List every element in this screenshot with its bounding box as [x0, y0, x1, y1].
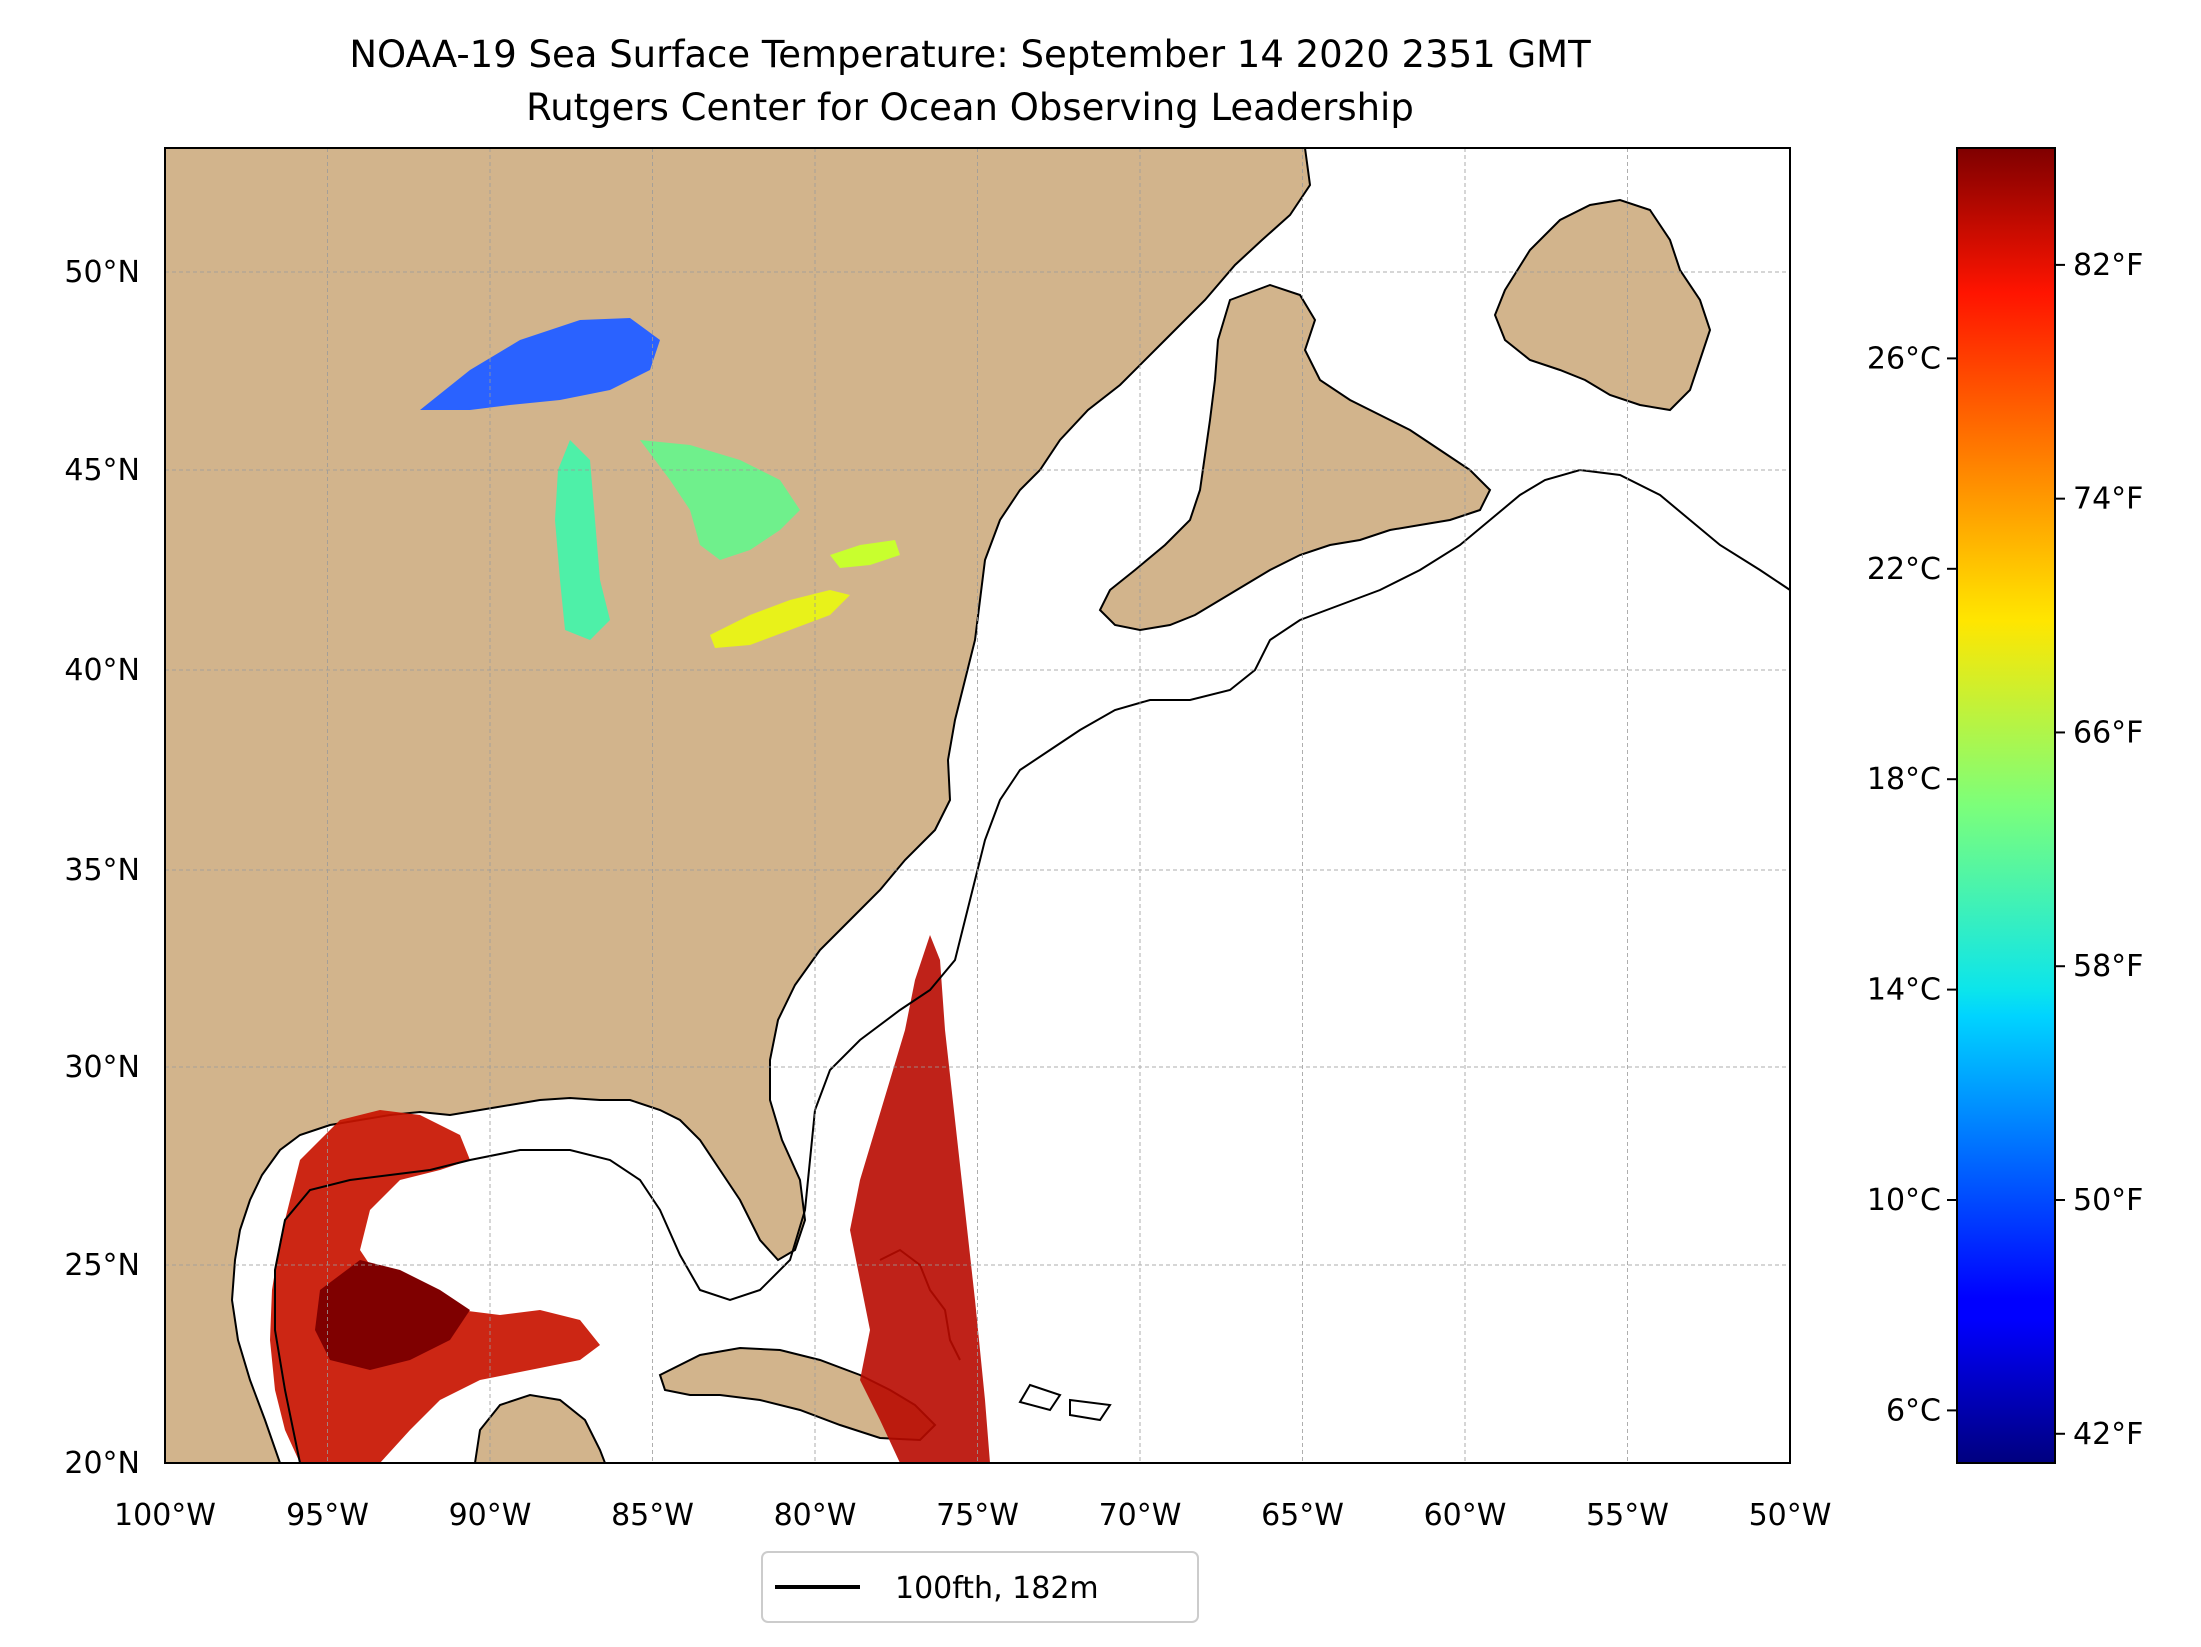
colorbar-celsius-label: 22°C [1867, 552, 1941, 587]
lon-tick-label: 100°W [114, 1498, 216, 1533]
colorbar-celsius-label: 14°C [1867, 973, 1941, 1008]
atlantic-sst-strip [850, 935, 990, 1463]
isobath-100fth [274, 468, 1790, 1463]
lat-tick-label: 45°N [64, 453, 140, 488]
lon-tick-label: 65°W [1261, 1498, 1344, 1533]
gulf-sst [270, 1110, 600, 1463]
colorbar-fahrenheit-label: 58°F [2073, 949, 2143, 984]
lon-tick-label: 90°W [449, 1498, 532, 1533]
colorbar-celsius-label: 18°C [1867, 762, 1941, 797]
colorbar-fahrenheit-label: 66°F [2073, 715, 2143, 750]
colorbar: 6°C 10°C 14°C 18°C 22°C 26°C 42°F 50°F 58°F 66°F… [1867, 147, 2143, 1464]
lat-tick-label: 25°N [64, 1248, 140, 1283]
legend-label: 100fth, 182m [895, 1571, 1099, 1606]
colorbar-fahrenheit-label: 42°F [2073, 1417, 2143, 1452]
lon-tick-labels: 100°W 95°W 90°W 85°W 80°W 75°W 70°W 65°W… [114, 1498, 1831, 1533]
colorbar-fahrenheit-label: 74°F [2073, 482, 2143, 517]
map-panel [165, 148, 1790, 1463]
colorbar-fahrenheit-ticks: 42°F 50°F 58°F 66°F 74°F 82°F [2055, 248, 2143, 1452]
lake-superior-sst [420, 318, 660, 410]
colorbar-frame [1956, 147, 2056, 1464]
land-newfoundland [1493, 198, 1712, 412]
land-yucatan [473, 1393, 607, 1463]
land-north-america [165, 148, 1312, 1463]
figure-subtitle: Rutgers Center for Ocean Observing Leade… [526, 86, 1414, 129]
lon-tick-label: 70°W [1099, 1498, 1182, 1533]
map-frame [164, 147, 1791, 1464]
lat-tick-label: 50°N [64, 255, 140, 290]
lat-tick-label: 20°N [64, 1446, 140, 1481]
lat-tick-label: 40°N [64, 653, 140, 688]
lon-tick-label: 55°W [1586, 1498, 1669, 1533]
lake-ontario-sst [830, 540, 900, 568]
colorbar-celsius-label: 10°C [1867, 1183, 1941, 1218]
colorbar-gradient [1957, 148, 2055, 1463]
lat-tick-labels: 20°N 25°N 30°N 35°N 40°N 45°N 50°N [64, 255, 140, 1481]
gridlines [165, 148, 1790, 1463]
lon-tick-label: 50°W [1749, 1498, 1832, 1533]
lat-tick-label: 35°N [64, 853, 140, 888]
lon-tick-label: 85°W [611, 1498, 694, 1533]
colorbar-fahrenheit-label: 50°F [2073, 1183, 2143, 1218]
lon-tick-label: 60°W [1424, 1498, 1507, 1533]
land-maritimes [1098, 283, 1492, 632]
colorbar-fahrenheit-label: 82°F [2073, 248, 2143, 283]
lon-tick-label: 75°W [936, 1498, 1019, 1533]
figure-title: NOAA-19 Sea Surface Temperature: Septemb… [349, 33, 1591, 76]
lon-tick-label: 80°W [774, 1498, 857, 1533]
lon-tick-label: 95°W [286, 1498, 369, 1533]
lake-michigan-sst [555, 440, 610, 640]
lat-tick-label: 30°N [64, 1050, 140, 1085]
legend: 100fth, 182m [761, 1551, 1199, 1623]
colorbar-celsius-ticks: 6°C 10°C 14°C 18°C 22°C 26°C [1867, 341, 1957, 1428]
gulf-sst-core [315, 1260, 470, 1370]
colorbar-celsius-label: 26°C [1867, 341, 1941, 376]
legend-box [761, 1551, 1199, 1623]
colorbar-celsius-label: 6°C [1886, 1393, 1941, 1428]
